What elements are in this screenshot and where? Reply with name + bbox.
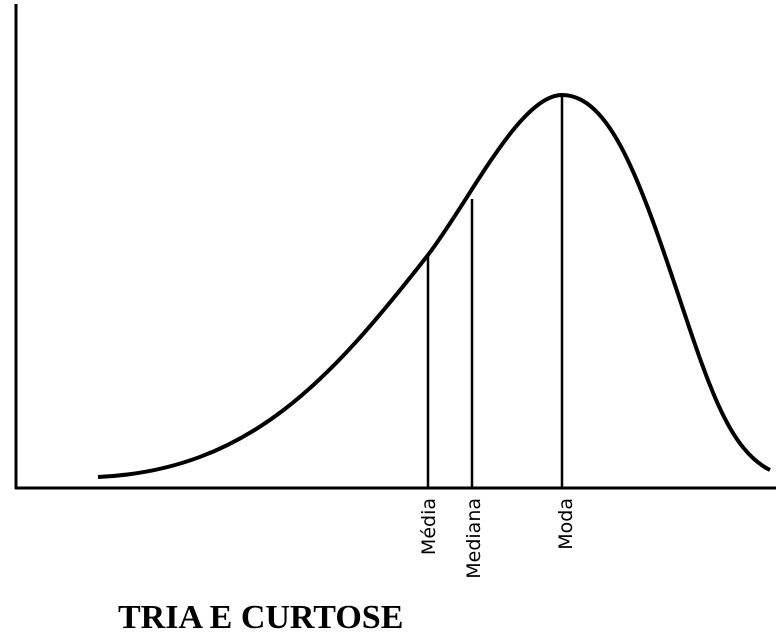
distribution-curve (97, 92, 771, 479)
mode-label: Moda (555, 498, 577, 550)
mean-label: Média (418, 498, 440, 555)
median-label: Mediana (463, 498, 485, 579)
caption: TRIA E CURTOSE (118, 599, 403, 636)
